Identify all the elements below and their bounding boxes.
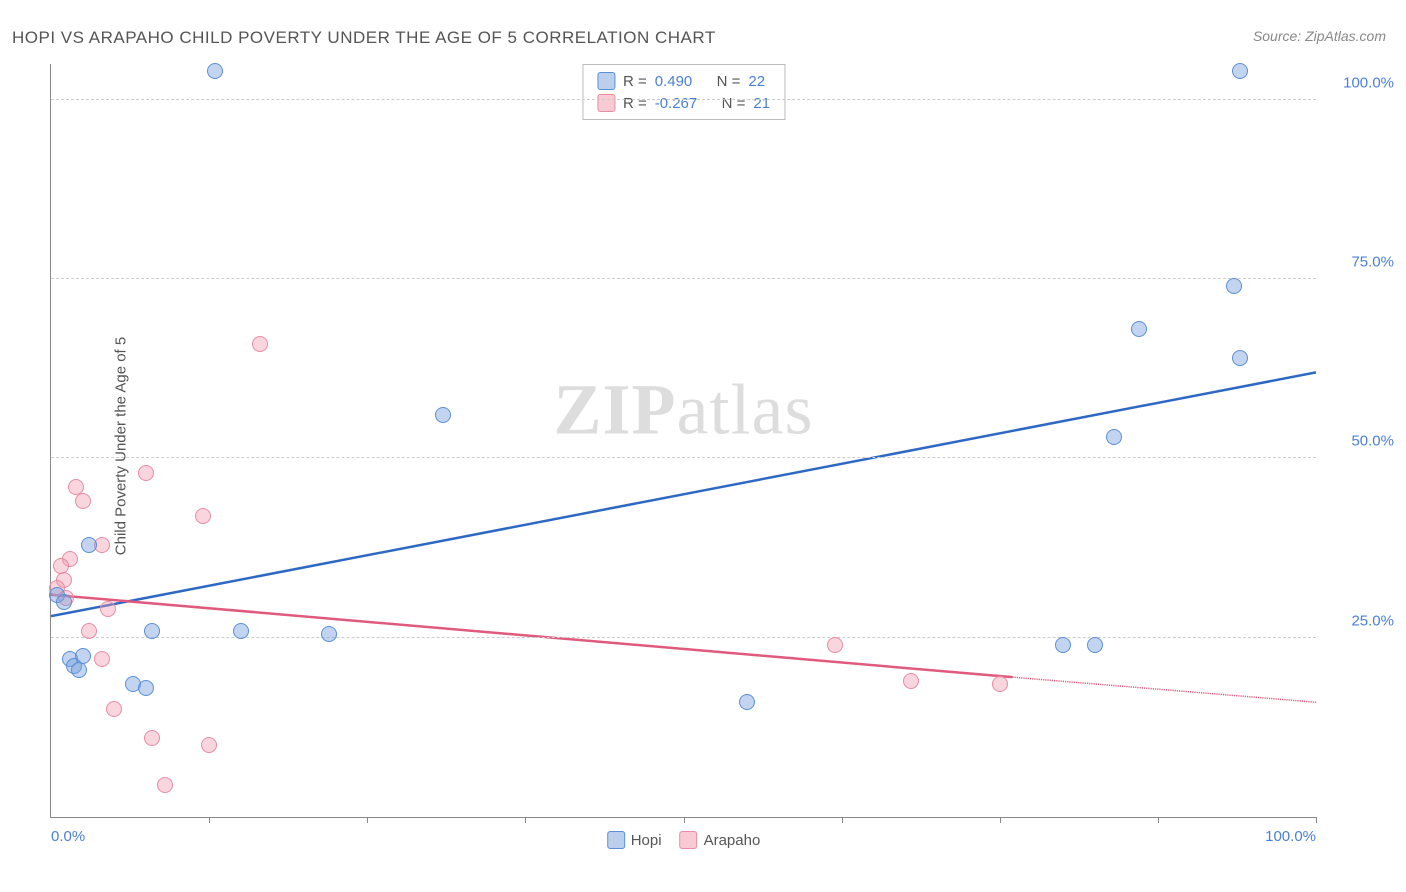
x-tick	[842, 817, 843, 823]
arapaho-r-value: -0.267	[655, 95, 698, 112]
x-tick	[1000, 817, 1001, 823]
legend-stats-hopi: R = 0.490 N = 22	[597, 70, 770, 92]
hopi-point	[207, 63, 223, 79]
y-tick-label: 100.0%	[1343, 74, 1394, 91]
hopi-point	[81, 537, 97, 553]
arapaho-point	[201, 737, 217, 753]
r-label: R =	[623, 73, 647, 90]
r-label: R =	[623, 95, 647, 112]
hopi-label: Hopi	[631, 832, 662, 849]
hopi-n-value: 22	[748, 73, 765, 90]
source-label: Source: ZipAtlas.com	[1253, 28, 1386, 44]
arapaho-swatch-icon	[597, 94, 615, 112]
hopi-point	[1232, 350, 1248, 366]
hopi-point	[233, 623, 249, 639]
hopi-point	[739, 694, 755, 710]
arapaho-swatch-icon	[680, 831, 698, 849]
hopi-swatch-icon	[607, 831, 625, 849]
arapaho-point	[903, 673, 919, 689]
hopi-point	[56, 594, 72, 610]
x-tick	[684, 817, 685, 823]
gridline	[51, 457, 1316, 458]
arapaho-point	[195, 508, 211, 524]
hopi-point	[435, 407, 451, 423]
legend-item-hopi: Hopi	[607, 831, 662, 849]
x-tick	[209, 817, 210, 823]
hopi-point	[144, 623, 160, 639]
hopi-r-value: 0.490	[655, 73, 693, 90]
legend-stats: R = 0.490 N = 22 R = -0.267 N = 21	[582, 64, 785, 120]
hopi-swatch-icon	[597, 72, 615, 90]
legend-stats-arapaho: R = -0.267 N = 21	[597, 92, 770, 114]
x-tick	[367, 817, 368, 823]
arapaho-point	[138, 465, 154, 481]
x-tick-label: 100.0%	[1265, 828, 1316, 845]
arapaho-n-value: 21	[753, 95, 770, 112]
y-tick-label: 50.0%	[1351, 433, 1394, 450]
hopi-point	[75, 648, 91, 664]
hopi-point	[1232, 63, 1248, 79]
x-tick	[1158, 817, 1159, 823]
arapaho-point	[81, 623, 97, 639]
arapaho-point	[75, 493, 91, 509]
legend-item-arapaho: Arapaho	[680, 831, 761, 849]
x-tick	[525, 817, 526, 823]
plot-area: ZIPatlas R = 0.490 N = 22 R = -0.267 N =…	[50, 64, 1316, 818]
hopi-regression-line	[51, 372, 1316, 616]
gridline	[51, 278, 1316, 279]
arapaho-point	[827, 637, 843, 653]
hopi-point	[1226, 278, 1242, 294]
hopi-point	[71, 662, 87, 678]
arapaho-label: Arapaho	[704, 832, 761, 849]
arapaho-point	[144, 730, 160, 746]
arapaho-point	[106, 701, 122, 717]
n-label: N =	[717, 73, 741, 90]
hopi-point	[321, 626, 337, 642]
y-tick-label: 25.0%	[1351, 612, 1394, 629]
arapaho-point	[252, 336, 268, 352]
x-tick-label: 0.0%	[51, 828, 85, 845]
hopi-point	[1055, 637, 1071, 653]
chart-container: HOPI VS ARAPAHO CHILD POVERTY UNDER THE …	[0, 0, 1406, 892]
arapaho-point	[94, 651, 110, 667]
arapaho-point	[157, 777, 173, 793]
hopi-point	[1087, 637, 1103, 653]
gridline	[51, 99, 1316, 100]
y-tick-label: 75.0%	[1351, 254, 1394, 271]
hopi-point	[138, 680, 154, 696]
arapaho-point	[992, 676, 1008, 692]
n-label: N =	[722, 95, 746, 112]
hopi-point	[1106, 429, 1122, 445]
regression-lines	[51, 64, 1316, 817]
legend-series: Hopi Arapaho	[607, 831, 761, 849]
hopi-point	[1131, 321, 1147, 337]
arapaho-regression-line-extrapolated	[1012, 677, 1316, 702]
x-tick	[1316, 817, 1317, 823]
arapaho-point	[100, 601, 116, 617]
chart-title: HOPI VS ARAPAHO CHILD POVERTY UNDER THE …	[12, 28, 716, 48]
